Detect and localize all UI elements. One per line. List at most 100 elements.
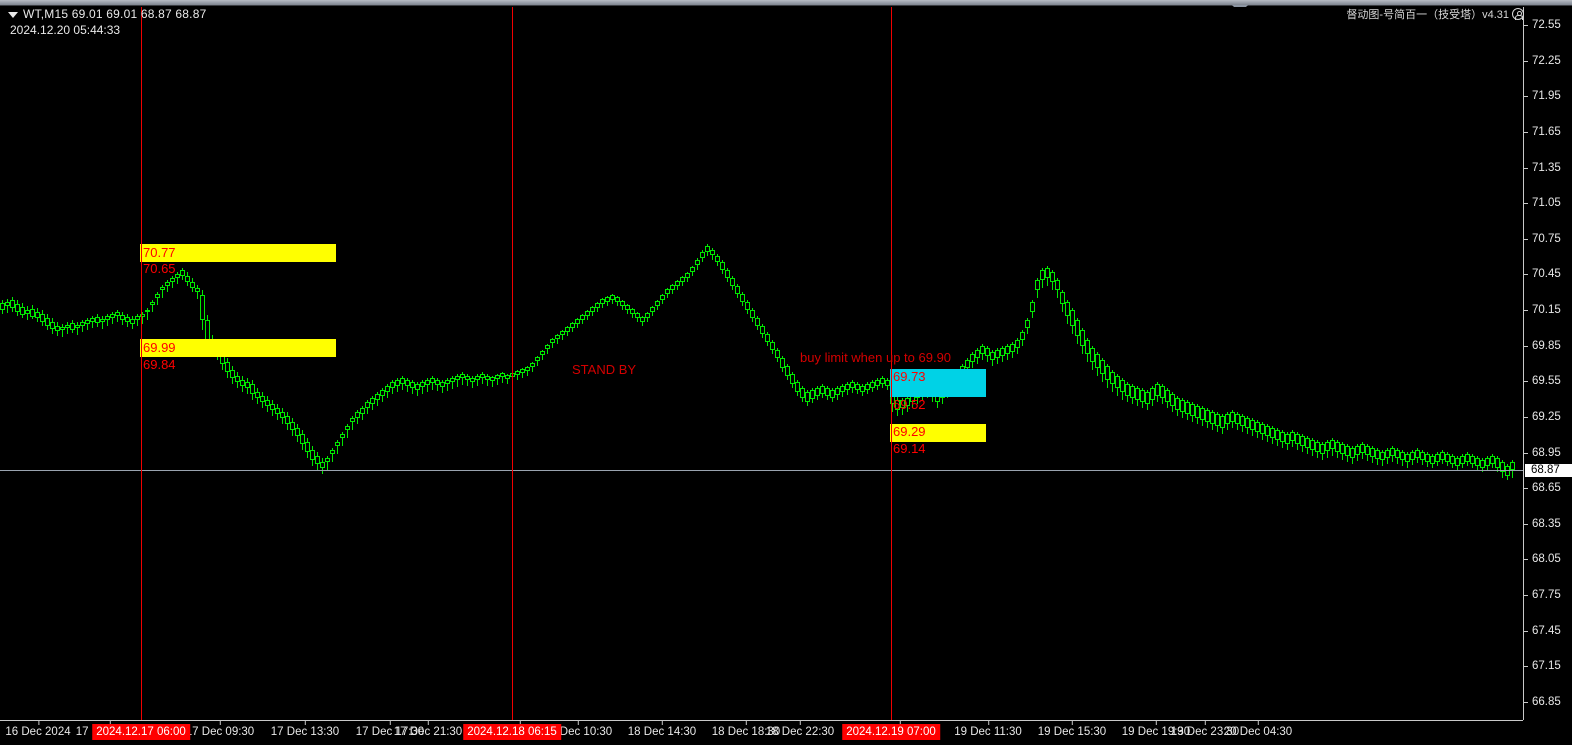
candle-body	[775, 350, 780, 358]
candle-wick	[532, 362, 533, 372]
candle-body	[1190, 404, 1195, 416]
candle-body	[45, 318, 50, 326]
candle-body	[350, 418, 355, 422]
candle-body	[1485, 458, 1490, 466]
candle-wick	[87, 318, 88, 330]
time-tick: 18 Dec 22:30	[765, 720, 835, 738]
supply-zone-1[interactable]	[140, 244, 336, 262]
candle-body	[395, 380, 400, 386]
candle-body	[55, 326, 60, 331]
candle-wick	[557, 334, 558, 344]
candle-body	[340, 434, 345, 438]
price-tick: 71.35	[1524, 162, 1572, 175]
candle-body	[70, 323, 75, 330]
candle-body	[1335, 442, 1340, 452]
candle-body	[1130, 386, 1135, 398]
candle-body	[995, 350, 1000, 358]
candle-body	[190, 282, 195, 288]
candle-body	[1030, 302, 1035, 312]
candle-body	[525, 367, 530, 371]
demand-zone[interactable]	[890, 424, 986, 442]
candle-body	[420, 382, 425, 387]
candle-body	[645, 313, 650, 318]
price-tick: 71.05	[1524, 197, 1572, 210]
candle-body	[170, 278, 175, 282]
candle-body	[1395, 450, 1400, 458]
candle-body	[360, 408, 365, 414]
candle-body	[750, 310, 755, 318]
session-time-marker: 2024.12.19 07:00	[842, 724, 940, 740]
price-tick: 71.65	[1524, 126, 1572, 139]
candle-body	[475, 376, 480, 380]
session-time-marker: 2024.12.18 06:15	[463, 724, 561, 740]
candle-wick	[517, 370, 518, 380]
candle-body	[695, 260, 700, 265]
candle-body	[880, 378, 885, 384]
candle-body	[815, 388, 820, 396]
entry-zone[interactable]	[890, 369, 986, 397]
candle-wick	[452, 376, 453, 389]
candle-body	[1300, 436, 1305, 446]
candle-body	[465, 376, 470, 380]
candle-wick	[62, 324, 63, 337]
time-tick: 18 Dec 18:30	[711, 720, 781, 738]
candle-body	[100, 319, 105, 322]
candle-wick	[157, 292, 158, 305]
candle-body	[145, 310, 150, 312]
candle-wick	[177, 272, 178, 284]
candle-body	[75, 325, 80, 328]
chart-plot-area[interactable]: 70.77 70.65 69.99 69.84 69.73 69.52 69.29 69.14…	[0, 7, 1523, 720]
candle-body	[1345, 446, 1350, 456]
candle-body	[275, 408, 280, 414]
candle-body	[1035, 280, 1040, 290]
candle-body	[155, 294, 160, 298]
candle-body	[1085, 340, 1090, 354]
candle-body	[495, 375, 500, 379]
triangle-down-icon[interactable]	[8, 11, 18, 18]
supply-zone-2[interactable]	[140, 339, 336, 357]
candle-wick	[482, 372, 483, 384]
annotation-buy-limit[interactable]: buy limit when up to 69.90	[800, 350, 952, 365]
candle-body	[105, 316, 110, 320]
candle-body	[205, 320, 210, 340]
price-tick: 68.35	[1524, 518, 1572, 531]
candle-body	[520, 369, 525, 373]
candle-wick	[462, 372, 463, 385]
candle-body	[1245, 418, 1250, 428]
candle-body	[1305, 438, 1310, 448]
candle-wick	[422, 380, 423, 394]
candle-wick	[117, 310, 118, 322]
candle-body	[585, 311, 590, 316]
candle-wick	[457, 374, 458, 387]
candle-body	[860, 386, 865, 392]
candle-body	[550, 339, 555, 343]
chart-scrollbar[interactable]	[0, 0, 1572, 13]
candle-wick	[492, 376, 493, 387]
candle-wick	[107, 314, 108, 326]
candle-body	[130, 319, 135, 324]
candle-body	[1160, 386, 1165, 398]
candle-body	[1420, 452, 1425, 460]
candle-wick	[472, 376, 473, 388]
candle-wick	[502, 372, 503, 383]
candle-body	[1370, 448, 1375, 457]
candle-body	[1090, 348, 1095, 362]
price-scale[interactable]: 72.55 72.25 71.95 71.65 71.35 71.05 70.75 70.45…	[1523, 7, 1572, 720]
candle-body	[1210, 412, 1215, 424]
candle-body	[1450, 456, 1455, 464]
candle-body	[30, 309, 35, 317]
candle-body	[1360, 444, 1365, 453]
candle-body	[425, 380, 430, 385]
candle-body	[620, 301, 625, 306]
candle-body	[1310, 440, 1315, 450]
demand-zone-upper-price-label: 69.29	[893, 424, 926, 439]
scrollbar-track[interactable]	[0, 0, 1572, 6]
candle-body	[605, 297, 610, 302]
time-tick: 16 Dec 2024	[5, 720, 71, 738]
annotation-stand-by[interactable]: STAND BY	[572, 362, 637, 377]
candle-body	[1430, 456, 1435, 464]
candle-body	[1270, 428, 1275, 438]
candle-wick	[537, 356, 538, 366]
candle-body	[1020, 332, 1025, 340]
